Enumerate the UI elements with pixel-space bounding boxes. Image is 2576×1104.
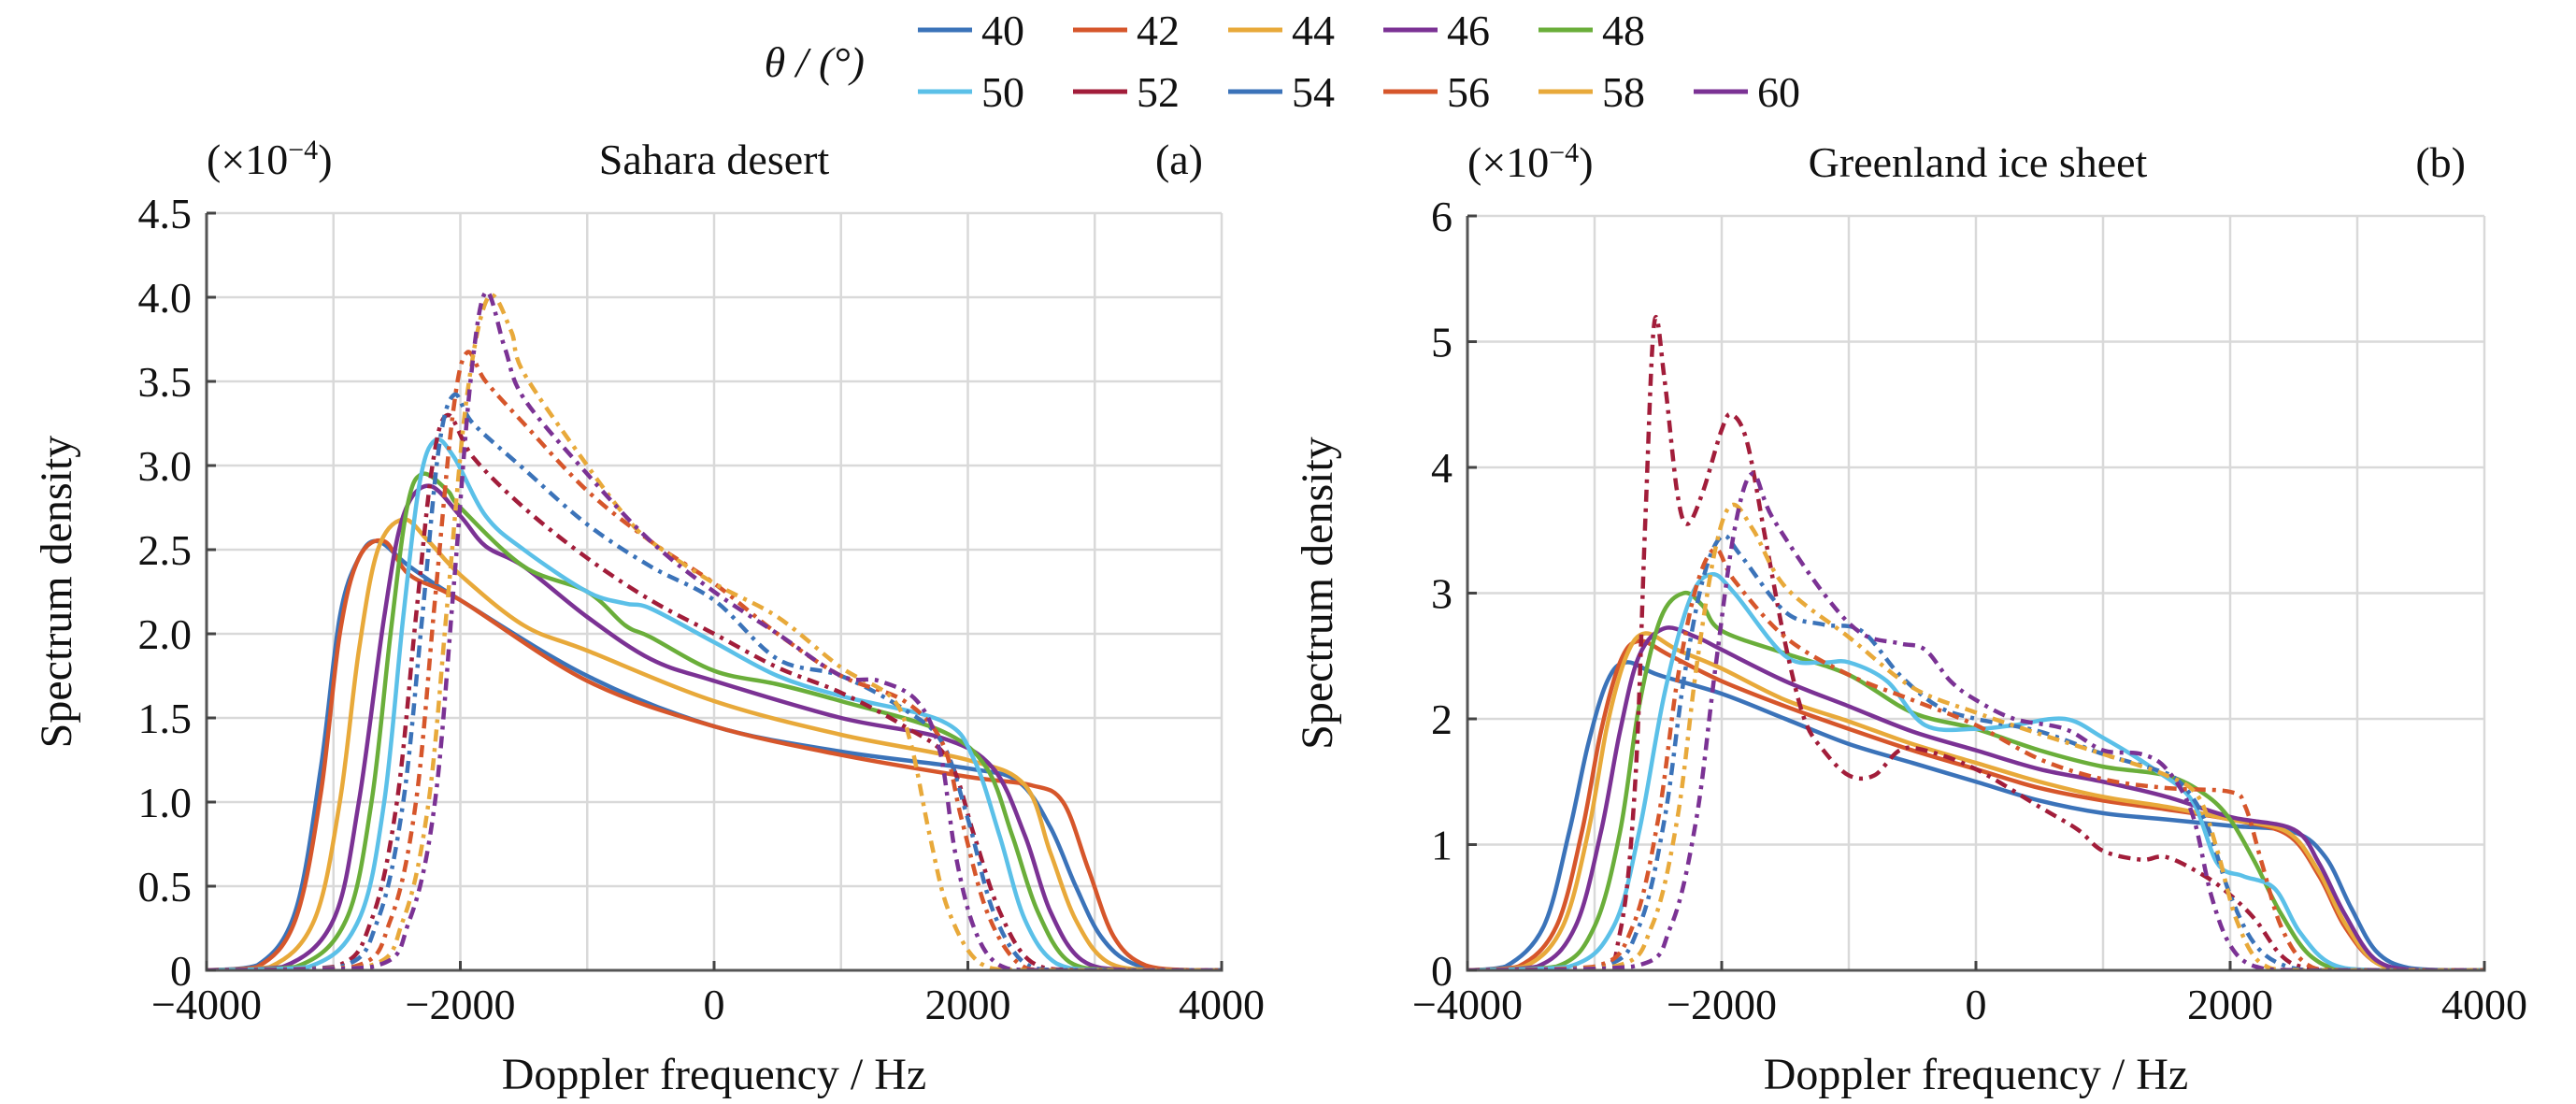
- x-tick-label: 0: [704, 981, 725, 1028]
- x-tick-label: −4000: [1412, 981, 1523, 1028]
- x-tick-label: 2000: [2187, 981, 2273, 1028]
- panel-sahara-desert: −4000 −2000 0 2000 4000 0 0.5 1.0 1.5 2.0 2.5 3.0 3.…: [32, 135, 1265, 1099]
- legend-label: 58: [1602, 68, 1645, 116]
- y-axis-label: Spectrum density: [32, 436, 81, 749]
- x-tick-label: −2000: [406, 981, 516, 1028]
- legend-entry-52: 52: [1073, 68, 1180, 116]
- legend-entry-48: 48: [1538, 7, 1645, 54]
- legend-label: 60: [1757, 68, 1800, 116]
- x-axis-label: Doppler frequency / Hz: [502, 1050, 926, 1099]
- series-line-50: [1467, 572, 2484, 970]
- x-tick-label: −2000: [1667, 981, 1777, 1028]
- legend-entry-58: 58: [1538, 68, 1645, 116]
- legend-title: θ / (°): [765, 38, 865, 86]
- series-line-54: [207, 392, 1222, 970]
- legend-entry-56: 56: [1383, 68, 1490, 116]
- y-tick-label: 6: [1431, 193, 1453, 240]
- y-tick-label: 4: [1431, 444, 1453, 492]
- scale-prefix: (×10: [1467, 138, 1549, 186]
- series-line-50: [207, 437, 1222, 970]
- legend-label: 48: [1602, 7, 1645, 54]
- series-line-58: [207, 293, 1222, 970]
- series-line-44: [207, 517, 1222, 970]
- y-tick-label: 0.5: [138, 863, 193, 910]
- scale-suffix: ): [318, 136, 332, 183]
- scale-suffix: ): [1579, 138, 1593, 186]
- y-scale-multiplier: (×10−4): [1467, 137, 1594, 186]
- y-tick-label: 2.0: [138, 610, 193, 658]
- legend-label: 46: [1447, 7, 1490, 54]
- scale-exponent: −4: [1549, 137, 1579, 168]
- legend-label: 44: [1292, 7, 1335, 54]
- legend-label: 40: [981, 7, 1024, 54]
- y-tick-label: 2: [1431, 695, 1453, 743]
- legend-entry-42: 42: [1073, 7, 1180, 54]
- legend: θ / (°) 40 42 44 46 48 50 52 54 56 58 60: [765, 7, 1800, 116]
- legend-entry-44: 44: [1228, 7, 1335, 54]
- legend-entry-50: 50: [918, 68, 1024, 116]
- series-line-48: [207, 471, 1222, 970]
- series-line-44: [1467, 631, 2484, 970]
- series-line-60: [1467, 471, 2484, 970]
- y-tick-label: 1.5: [138, 695, 193, 742]
- panel-greenland-ice-sheet: −4000 −2000 0 2000 4000 0 1 2 3 4 5 6 (×10−4) Greenla…: [1293, 137, 2527, 1099]
- legend-entry-46: 46: [1383, 7, 1490, 54]
- y-tick-label: 3: [1431, 570, 1453, 618]
- x-tick-label: 4000: [1179, 981, 1265, 1028]
- series-line-54: [1467, 533, 2484, 970]
- panel-label: (a): [1155, 136, 1203, 183]
- y-tick-label: 0: [1431, 947, 1453, 995]
- x-tick-label: 0: [1966, 981, 1987, 1028]
- chart-title: Greenland ice sheet: [1809, 138, 2148, 186]
- legend-label: 54: [1292, 68, 1335, 116]
- series-line-40: [1467, 660, 2484, 970]
- legend-entry-40: 40: [918, 7, 1024, 54]
- x-axis-label: Doppler frequency / Hz: [1764, 1050, 2188, 1099]
- x-tick-label: 2000: [925, 981, 1011, 1028]
- scale-exponent: −4: [288, 135, 318, 165]
- legend-entry-60: 60: [1694, 68, 1800, 116]
- legend-label: 56: [1447, 68, 1490, 116]
- y-tick-label: 2.5: [138, 526, 193, 574]
- y-tick-label: 0: [170, 947, 192, 995]
- series-line-52: [1467, 314, 2484, 970]
- series-line-58: [1467, 502, 2484, 970]
- y-tick-label: 5: [1431, 319, 1453, 366]
- series-line-46: [1467, 625, 2484, 970]
- x-tick-label: −4000: [151, 981, 262, 1028]
- series-line-42: [207, 538, 1222, 970]
- legend-label: 50: [981, 68, 1024, 116]
- y-tick-label: 4.0: [138, 274, 193, 322]
- series-line-56: [207, 350, 1222, 970]
- scale-prefix: (×10: [207, 136, 288, 183]
- y-tick-label: 3.0: [138, 442, 193, 490]
- series-line-56: [1467, 547, 2484, 970]
- series-line-60: [207, 290, 1222, 970]
- series-line-46: [207, 483, 1222, 970]
- y-axis-label: Spectrum density: [1293, 437, 1342, 750]
- series-line-40: [207, 538, 1222, 970]
- y-tick-label: 4.5: [138, 190, 193, 237]
- y-tick-label: 1: [1431, 822, 1453, 869]
- panel-label: (b): [2415, 138, 2466, 186]
- y-scale-multiplier: (×10−4): [207, 135, 333, 183]
- series-line-52: [207, 412, 1222, 970]
- y-tick-label: 1.0: [138, 779, 193, 826]
- chart-title: Sahara desert: [599, 136, 830, 183]
- legend-label: 52: [1137, 68, 1180, 116]
- series-group: [1467, 314, 2484, 970]
- series-group: [207, 290, 1222, 970]
- legend-label: 42: [1137, 7, 1180, 54]
- y-tick-label: 3.5: [138, 358, 193, 406]
- x-tick-label: 4000: [2441, 981, 2527, 1028]
- legend-entry-54: 54: [1228, 68, 1335, 116]
